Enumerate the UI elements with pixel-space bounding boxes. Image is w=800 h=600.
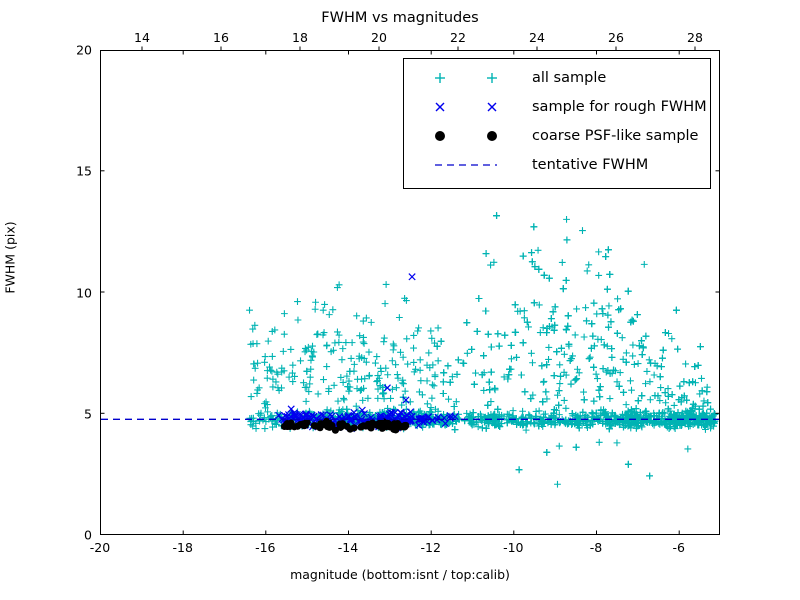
legend-entry-coarse-psf-like-sample[interactable]: coarse PSF-like sample — [404, 122, 712, 150]
plus-marker-icon — [435, 73, 497, 83]
top-tick-label: 22 — [450, 30, 466, 45]
dashed-line-icon — [435, 164, 497, 166]
top-tick-label: 14 — [134, 30, 150, 45]
top-tick-label: 28 — [687, 30, 703, 45]
bottom-tick-label: -14 — [337, 540, 359, 555]
top-tick-label: 18 — [292, 30, 308, 45]
legend-label: coarse PSF-like sample — [532, 128, 699, 144]
x-marker-icon — [435, 102, 497, 112]
legend-label: tentative FWHM — [532, 157, 649, 173]
legend-entry-all-sample[interactable]: all sample — [404, 64, 712, 92]
left-tick-label: 5 — [84, 406, 92, 422]
legend-label: sample for rough FWHM — [532, 99, 707, 115]
y-axis-label: FWHM (pix) — [2, 221, 18, 294]
scatter-canvas — [101, 154, 719, 488]
left-tick-label: 10 — [76, 285, 92, 300]
top-tick-label: 20 — [371, 30, 387, 45]
top-tick-label: 26 — [608, 30, 624, 45]
top-tick-label: 24 — [529, 30, 545, 45]
legend-label: all sample — [532, 70, 607, 86]
left-tick-label: 15 — [76, 163, 92, 179]
chart-title: FWHM vs magnitudes — [321, 10, 479, 26]
filled-circle-marker-icon — [435, 131, 497, 141]
legend: all sample sample for rough FWHM coarse … — [403, 58, 711, 189]
bottom-tick-label: -6 — [672, 540, 685, 555]
bottom-tick-label: -10 — [503, 540, 524, 555]
x-axis-label: magnitude (bottom:isnt / top:calib) — [290, 567, 510, 582]
bottom-tick-label: -18 — [172, 540, 193, 555]
left-tick-label: 20 — [76, 42, 92, 58]
bottom-tick-label: -20 — [89, 540, 111, 555]
bottom-tick-label: -12 — [420, 540, 441, 555]
top-tick-label: 16 — [213, 30, 229, 45]
left-tick-label: 0 — [84, 527, 92, 543]
bottom-tick-label: -8 — [589, 540, 603, 555]
legend-entry-sample-for-rough-fwhm[interactable]: sample for rough FWHM — [404, 93, 712, 121]
legend-entry-tentative-fwhm[interactable]: tentative FWHM — [404, 151, 712, 179]
bottom-tick-label: -16 — [255, 540, 276, 555]
